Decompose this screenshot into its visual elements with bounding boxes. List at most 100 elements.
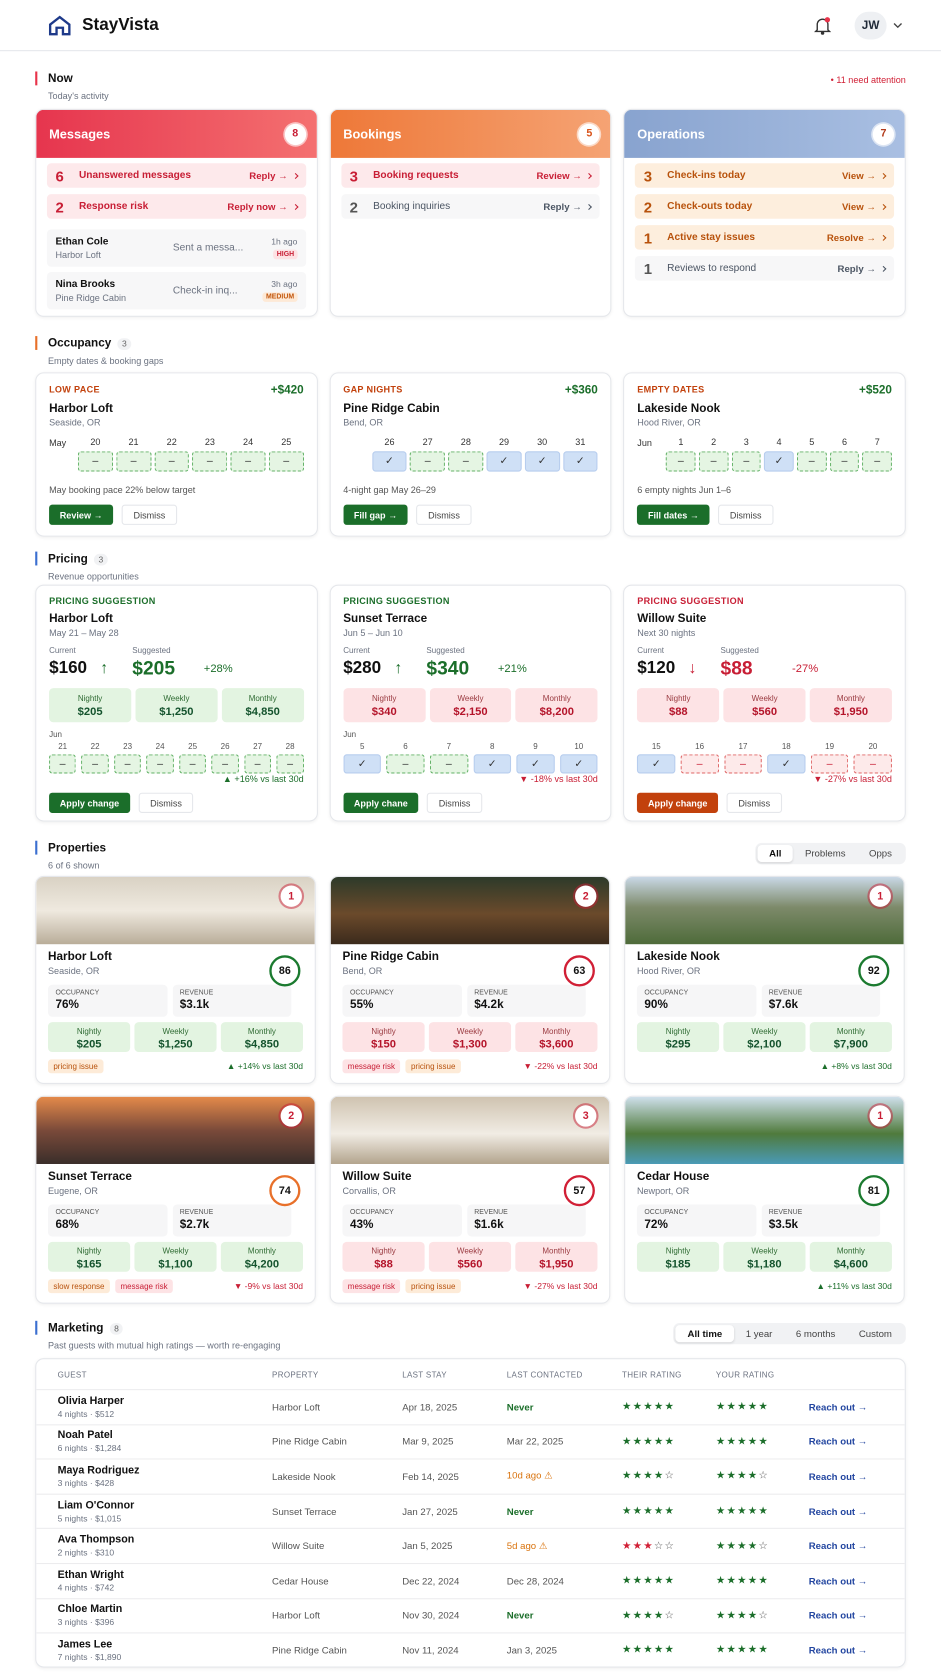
day-cell[interactable]: – (810, 754, 849, 774)
day-cell[interactable]: ✓ (486, 451, 522, 472)
reach-out-link[interactable]: Reach out → (808, 1610, 868, 1622)
day-cell[interactable]: – (211, 754, 239, 774)
day-cell[interactable]: ✓ (764, 451, 794, 472)
day-cell[interactable]: – (116, 451, 152, 472)
reach-out-link[interactable]: Reach out → (808, 1575, 868, 1587)
day-cell[interactable]: – (114, 754, 142, 774)
day-cell[interactable]: ✓ (343, 754, 382, 774)
primary-button[interactable]: Review → (49, 504, 114, 525)
dismiss-button[interactable]: Dismiss (726, 792, 782, 813)
day-column: 29 ✓ (486, 436, 522, 472)
row-action[interactable]: Reply now → (227, 201, 297, 212)
menu-chevron[interactable] (893, 22, 903, 28)
avatar[interactable]: JW (854, 11, 887, 39)
day-cell[interactable]: – (179, 754, 207, 774)
alert-row[interactable]: 3 Check-ins today View → (635, 163, 895, 188)
day-cell[interactable]: – (723, 754, 762, 774)
section-header: Now Today's activity (35, 68, 906, 101)
dismiss-button[interactable]: Dismiss (121, 504, 178, 525)
message-row[interactable]: Nina Brooks Pine Ridge Cabin Check-in inq.… (46, 272, 306, 310)
property-info: Lakeside Nook Hood River, OR OCCUPANCY 90% R… (625, 944, 903, 1079)
tab[interactable]: Custom (858, 1328, 892, 1339)
day-cell[interactable]: – (81, 754, 109, 774)
day-cell[interactable]: ✓ (562, 451, 598, 472)
tab[interactable]: Problems (804, 848, 846, 859)
property-card[interactable]: 3 57 Willow Suite Corvallis, OR OCCUPANCY 43%… (329, 1095, 611, 1304)
row-action[interactable]: View → (842, 170, 886, 181)
day-cell[interactable]: – (797, 451, 827, 472)
day-cell[interactable]: ✓ (524, 451, 560, 472)
day-cell[interactable]: ✓ (516, 754, 555, 774)
day-cell[interactable]: ✓ (767, 754, 806, 774)
alert-row[interactable]: 2 Response risk Reply now → (46, 194, 306, 219)
notification-bell[interactable] (814, 15, 832, 35)
day-cell[interactable]: – (192, 451, 228, 472)
day-cell[interactable]: – (146, 754, 174, 774)
day-cell[interactable]: – (77, 451, 113, 472)
day-cell[interactable]: – (386, 754, 425, 774)
reach-out-link[interactable]: Reach out → (808, 1506, 868, 1517)
primary-button[interactable]: Fill gap → (343, 504, 408, 525)
row-action[interactable]: Reply → (543, 201, 591, 212)
row-action[interactable]: Review → (536, 170, 591, 181)
alert-row[interactable]: 6 Unanswered messages Reply → (46, 163, 306, 188)
day-cell[interactable]: – (862, 451, 892, 472)
reach-out-link[interactable]: Reach out → (808, 1540, 868, 1552)
dismiss-button[interactable]: Dismiss (416, 504, 472, 525)
row-action[interactable]: Reply → (838, 263, 886, 274)
day-number: 26 (220, 741, 230, 752)
apply-button[interactable]: Apply change (49, 792, 130, 813)
reach-out-link[interactable]: Reach out → (808, 1401, 868, 1413)
day-cell[interactable]: – (154, 451, 190, 472)
day-cell[interactable]: – (268, 451, 304, 472)
day-cell[interactable]: – (448, 451, 484, 472)
day-cell[interactable]: – (276, 754, 304, 774)
day-cell[interactable]: ✓ (473, 754, 512, 774)
day-cell[interactable]: – (230, 451, 266, 472)
day-cell[interactable]: – (666, 451, 696, 472)
property-card[interactable]: 2 74 Sunset Terrace Eugene, OR OCCUPANCY 68% R… (35, 1095, 316, 1304)
day-cell[interactable]: ✓ (637, 754, 676, 774)
alert-row[interactable]: 2 Check-outs today View → (635, 194, 895, 219)
day-cell[interactable]: – (698, 451, 729, 472)
tab[interactable]: All time (675, 1325, 734, 1343)
message-row[interactable]: Ethan Cole Harbor Loft Sent a messa... 1h a… (46, 229, 306, 267)
alert-row[interactable]: 1 Active stay issues Resolve → (635, 225, 895, 250)
reach-out-link[interactable]: Reach out → (808, 1471, 868, 1482)
dismiss-button[interactable]: Dismiss (138, 792, 194, 813)
alert-row[interactable]: 1 Reviews to respond Reply → (635, 256, 895, 281)
tab[interactable]: All (757, 844, 794, 863)
day-cell[interactable]: – (680, 754, 719, 774)
rate-box: Nightly $185 (636, 1241, 720, 1272)
day-cell[interactable]: ✓ (559, 754, 598, 774)
property-card[interactable]: 2 63 Pine Ridge Cabin Bend, OR OCCUPANCY 55% R… (329, 875, 611, 1084)
apply-button[interactable]: Apply chane (343, 792, 419, 813)
row-action[interactable]: View → (842, 201, 886, 212)
property-card[interactable]: 1 86 Harbor Loft Seaside, OR OCCUPANCY 76% REV… (35, 875, 316, 1084)
property-card[interactable]: 1 92 Lakeside Nook Hood River, OR OCCUPANCY 9… (624, 875, 905, 1084)
row-action[interactable]: Reply → (249, 170, 297, 181)
tab[interactable]: 6 months (795, 1328, 836, 1339)
day-cell[interactable]: – (429, 754, 468, 774)
apply-button[interactable]: Apply change (637, 792, 719, 813)
day-cell[interactable]: – (731, 451, 762, 472)
day-strip: 5 ✓ 6–7–8 ✓ 9 ✓ 10 ✓ (343, 741, 598, 774)
day-cell[interactable]: – (829, 451, 860, 472)
tab[interactable]: Opps (868, 848, 892, 859)
reach-out-link[interactable]: Reach out → (808, 1436, 868, 1448)
row-action[interactable]: Resolve → (827, 232, 886, 243)
tab[interactable]: 1 year (745, 1328, 773, 1339)
rate-label: Monthly (836, 693, 865, 704)
alert-row[interactable]: 3 Booking requests Review → (341, 163, 600, 188)
reach-out-link[interactable]: Reach out → (808, 1645, 868, 1656)
alert-row[interactable]: 2 Booking inquiries Reply → (341, 194, 600, 219)
day-cell[interactable]: – (853, 754, 892, 774)
day-cell[interactable]: ✓ (371, 451, 407, 472)
dismiss-button[interactable]: Dismiss (426, 792, 483, 813)
primary-button[interactable]: Fill dates → (637, 504, 710, 525)
dismiss-button[interactable]: Dismiss (718, 504, 774, 525)
day-cell[interactable]: – (49, 754, 77, 774)
day-cell[interactable]: – (244, 754, 272, 774)
property-card[interactable]: 1 81 Cedar House Newport, OR OCCUPANCY 72% REV… (624, 1095, 905, 1304)
day-cell[interactable]: – (410, 451, 446, 472)
